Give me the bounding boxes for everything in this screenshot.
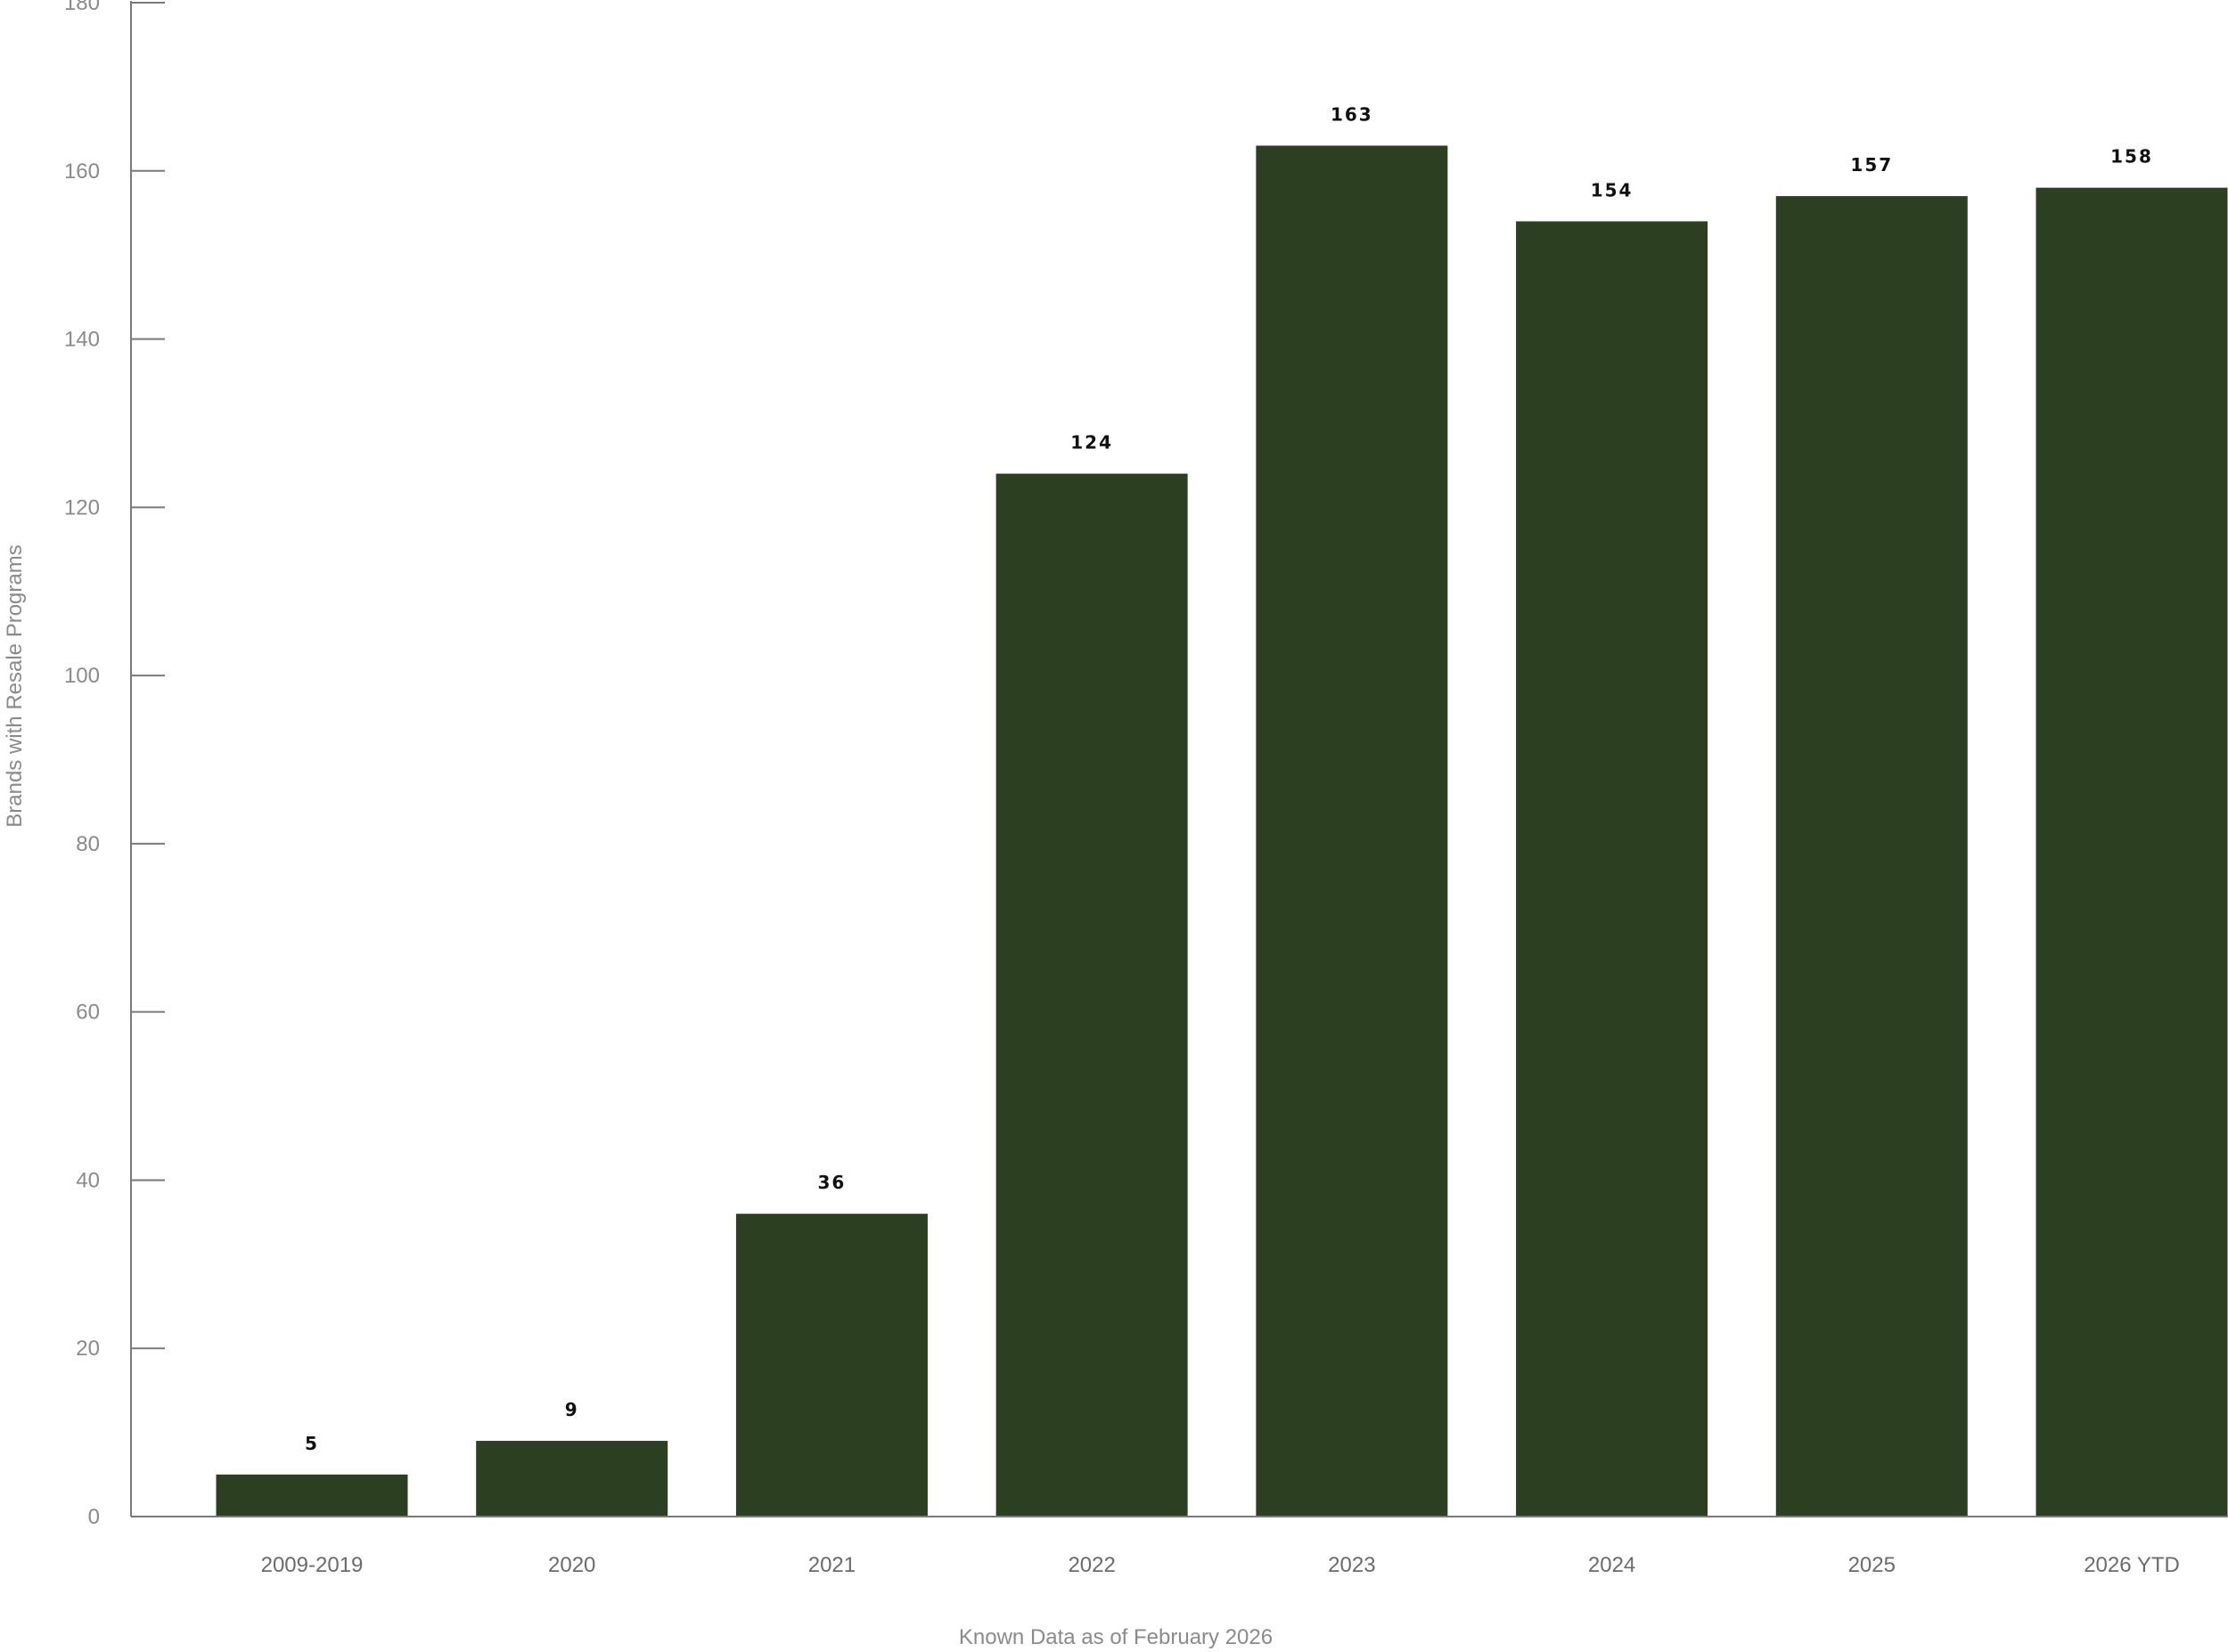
x-axis: 2009-2019 2020 2021 2022 2023 2024 2025 2026 YT…: [131, 1516, 2228, 1577]
bar-2024: [1516, 221, 1708, 1517]
y-axis: 0 20 40 60 80 100 120 140 160 180: [64, 0, 165, 1529]
y-axis-title: Brands with Resale Programs: [3, 544, 27, 827]
bar-2021: [735, 1214, 928, 1517]
y-tick-label: 0: [88, 1505, 100, 1529]
data-label: 124: [1070, 432, 1113, 454]
bars: [216, 145, 2228, 1517]
y-tick-label: 120: [64, 495, 100, 519]
x-tick-label: 2023: [1328, 1553, 1375, 1577]
y-tick-label: 180: [64, 0, 100, 15]
x-tick-label: 2020: [548, 1553, 595, 1577]
x-tick-label: 2021: [808, 1553, 856, 1577]
data-label: 163: [1331, 103, 1373, 125]
x-tick-label: 2022: [1068, 1553, 1115, 1577]
bar-2020: [476, 1441, 668, 1517]
y-tick-label: 140: [64, 328, 100, 352]
bar-2026-ytd: [2036, 187, 2228, 1517]
bar-2025: [1775, 196, 1968, 1517]
y-tick-label: 160: [64, 159, 100, 184]
y-tick-label: 100: [64, 664, 100, 688]
x-tick-label: 2025: [1848, 1553, 1896, 1577]
y-tick-label: 40: [76, 1168, 100, 1192]
data-label: 9: [565, 1399, 579, 1420]
data-label: 158: [2110, 146, 2153, 168]
bar-2023: [1256, 145, 1448, 1517]
y-tick-label: 20: [76, 1337, 100, 1361]
data-label: 5: [305, 1433, 319, 1454]
data-labels: 5 9 36 124 163 154 157 158: [305, 103, 2153, 1454]
y-tick-label: 80: [76, 832, 100, 856]
x-axis-title: Known Data as of February 2026: [959, 1625, 1273, 1649]
data-label: 157: [1850, 154, 1893, 176]
bar-2022: [995, 473, 1188, 1517]
data-label: 154: [1591, 179, 1634, 200]
bar-2009-2019: [216, 1474, 408, 1517]
data-label: 36: [818, 1172, 847, 1193]
y-tick-label: 60: [76, 1001, 100, 1025]
x-tick-label: 2009-2019: [261, 1553, 364, 1577]
x-tick-label: 2026 YTD: [2084, 1553, 2180, 1577]
x-tick-label: 2024: [1588, 1553, 1635, 1577]
